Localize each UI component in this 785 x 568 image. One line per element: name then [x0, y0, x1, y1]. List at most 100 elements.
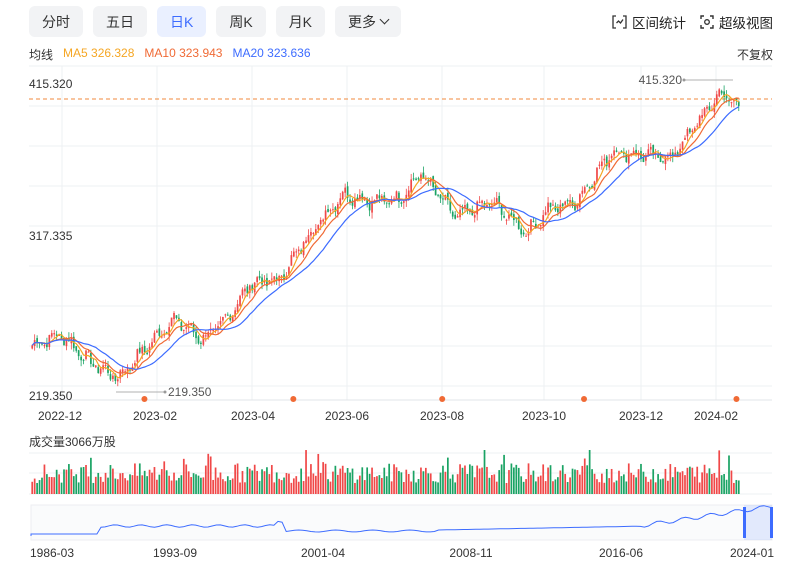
volume-bar	[356, 479, 359, 494]
overview-navigator: 1986-03 1993-09 2001-04 2008-11 2016-06 2024-…	[30, 504, 774, 560]
volume-bar	[400, 472, 403, 494]
volume-bar	[642, 471, 645, 494]
volume-bar	[676, 471, 679, 494]
candle-body	[737, 101, 740, 107]
volume-bar	[429, 473, 432, 494]
candle-body	[99, 368, 102, 374]
candle-body	[104, 365, 107, 367]
volume-bar	[339, 468, 342, 494]
candle-body	[253, 282, 256, 293]
volume-label: 成交量3066万股	[29, 434, 116, 449]
candle-body	[165, 332, 168, 334]
candle-body	[261, 277, 263, 285]
candle-body	[652, 145, 655, 155]
candle-body	[598, 164, 601, 166]
candle-body	[559, 204, 562, 214]
overview-frame	[30, 504, 773, 541]
tab-weekly-k[interactable]: 周K	[216, 6, 266, 37]
candle-body	[684, 137, 686, 140]
candle-body	[180, 322, 183, 331]
volume-bar	[92, 482, 95, 494]
volume-bar	[713, 473, 716, 494]
candle-body	[197, 336, 200, 344]
candle-body	[87, 351, 90, 353]
tab-daily-k[interactable]: 日K	[157, 6, 207, 37]
volume-bar	[618, 470, 620, 494]
volume-bar	[459, 464, 461, 494]
volume-bar	[332, 471, 334, 494]
candle-body	[90, 352, 92, 364]
date-tick-label: 2023-04	[231, 409, 275, 423]
volume-bar	[290, 482, 293, 494]
tab-monthly-k[interactable]: 月K	[275, 6, 326, 37]
candle-body	[68, 337, 70, 341]
candle-body	[608, 160, 611, 168]
candle-body	[388, 203, 391, 205]
candle-body	[542, 215, 545, 226]
candle-body	[344, 187, 347, 193]
candle-body	[236, 304, 239, 313]
volume-bar	[583, 458, 586, 494]
volume-bar	[437, 482, 439, 494]
super-view-button[interactable]: 超级视图	[700, 12, 773, 32]
candle-body	[420, 174, 422, 181]
date-tick-label: 2023-12	[619, 409, 663, 423]
candle-body	[618, 152, 620, 154]
candle-body	[131, 366, 134, 371]
volume-bar	[488, 477, 491, 494]
volume-bar	[645, 476, 647, 494]
candle-body	[659, 156, 662, 162]
candle-body	[544, 212, 547, 215]
range-stats-button[interactable]: 区间统计	[612, 12, 686, 32]
candle-body	[327, 209, 329, 212]
volume-bar	[50, 477, 53, 494]
candle-body	[490, 203, 493, 206]
candle-body	[138, 347, 141, 353]
candle-body	[231, 315, 234, 322]
adjust-toggle[interactable]: 不复权	[736, 48, 773, 62]
volume-bar	[72, 476, 75, 494]
volume-bar	[107, 477, 109, 494]
volume-bar	[664, 468, 667, 494]
ma20-value: MA20 323.636	[232, 46, 311, 60]
volume-bar	[684, 475, 686, 494]
candle-body	[552, 204, 554, 206]
tab-five-day[interactable]: 五日	[93, 6, 147, 37]
candle-body	[48, 335, 51, 347]
volume-bar	[728, 455, 730, 494]
volume-bar	[116, 479, 119, 494]
volume-bar	[275, 472, 278, 494]
candle-body	[610, 155, 613, 159]
candle-body	[314, 229, 317, 235]
event-marker	[733, 396, 740, 402]
volume-bar	[327, 479, 329, 494]
event-marker	[290, 396, 297, 402]
candle-body	[486, 204, 488, 208]
volume-bar	[234, 464, 236, 494]
volume-bar	[65, 469, 68, 494]
candle-body	[701, 115, 703, 118]
toolbar: 区间统计 超级视图	[612, 12, 773, 32]
volume-bar	[388, 463, 391, 494]
candle-body	[349, 199, 351, 203]
volume-bar	[422, 471, 425, 494]
volume-bar	[554, 479, 557, 494]
candle-body	[192, 324, 195, 333]
volume-bar	[261, 469, 263, 494]
tab-intraday[interactable]: 分时	[29, 6, 83, 37]
candle-body	[588, 187, 591, 189]
volume-bar	[701, 472, 703, 494]
candle-body	[400, 202, 403, 204]
volume-bar	[464, 465, 466, 494]
overview-tick-label: 1993-09	[153, 546, 197, 560]
candle-body	[451, 211, 454, 217]
volume-bar	[444, 471, 447, 494]
candle-body	[449, 200, 452, 211]
candle-body	[65, 339, 68, 347]
candle-body	[422, 172, 425, 179]
volume-bar	[547, 467, 549, 494]
volume-bar	[402, 482, 405, 494]
tab-more[interactable]: 更多	[335, 6, 402, 37]
candle-body	[212, 330, 214, 332]
